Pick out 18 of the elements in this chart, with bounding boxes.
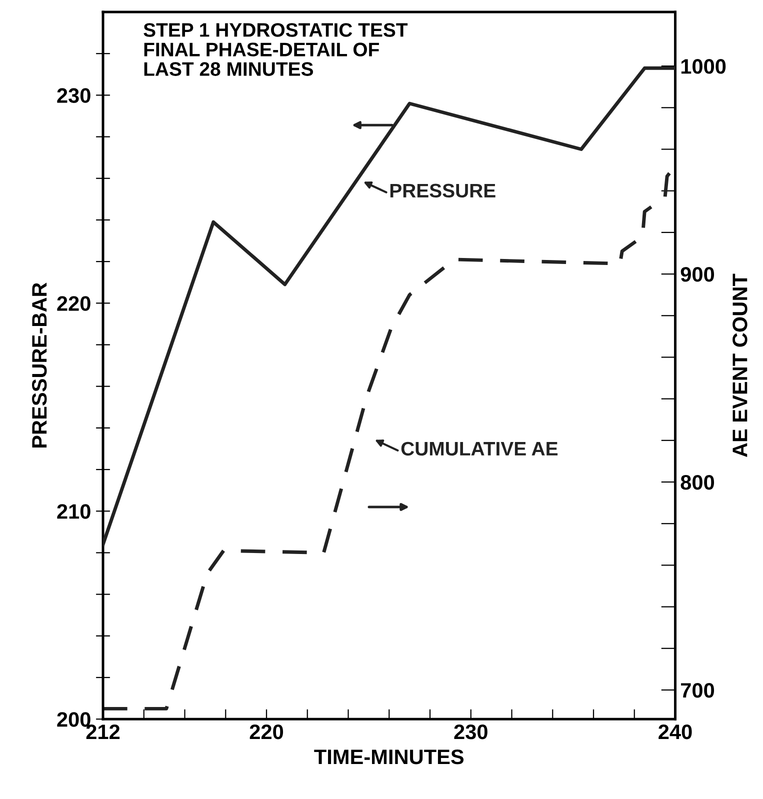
x-tick-label: 220 bbox=[250, 724, 284, 740]
y-tick-label: 210 bbox=[57, 504, 90, 519]
y2-tick-label: 1000 bbox=[681, 59, 726, 74]
text: STEP 1 HYDROSTATIC TEST FINAL PHASE-DETAIL OF LAST 28 MINUTES bbox=[144, 23, 408, 76]
y-tick-label: 230 bbox=[57, 88, 90, 103]
y-axis-title: PRESSURE-BAR bbox=[32, 282, 47, 448]
y2-tick-label: 800 bbox=[680, 475, 714, 490]
annotation: CUMULATIVE AE bbox=[401, 442, 558, 456]
y-tick-label: 200 bbox=[57, 712, 90, 727]
y2-tick-label: 700 bbox=[681, 682, 714, 698]
x-tick-label: 240 bbox=[658, 724, 692, 740]
x-tick-label: 230 bbox=[454, 724, 488, 740]
x-axis-title: TIME-MINUTES bbox=[314, 749, 464, 764]
annotation: PRESSURE bbox=[390, 184, 496, 198]
y2-tick-label: 900 bbox=[680, 267, 714, 282]
x-tick-label: 212 bbox=[86, 724, 120, 740]
y-tick-label: 220 bbox=[57, 296, 90, 311]
y2-axis-title: AE EVENT COUNT bbox=[732, 274, 748, 458]
